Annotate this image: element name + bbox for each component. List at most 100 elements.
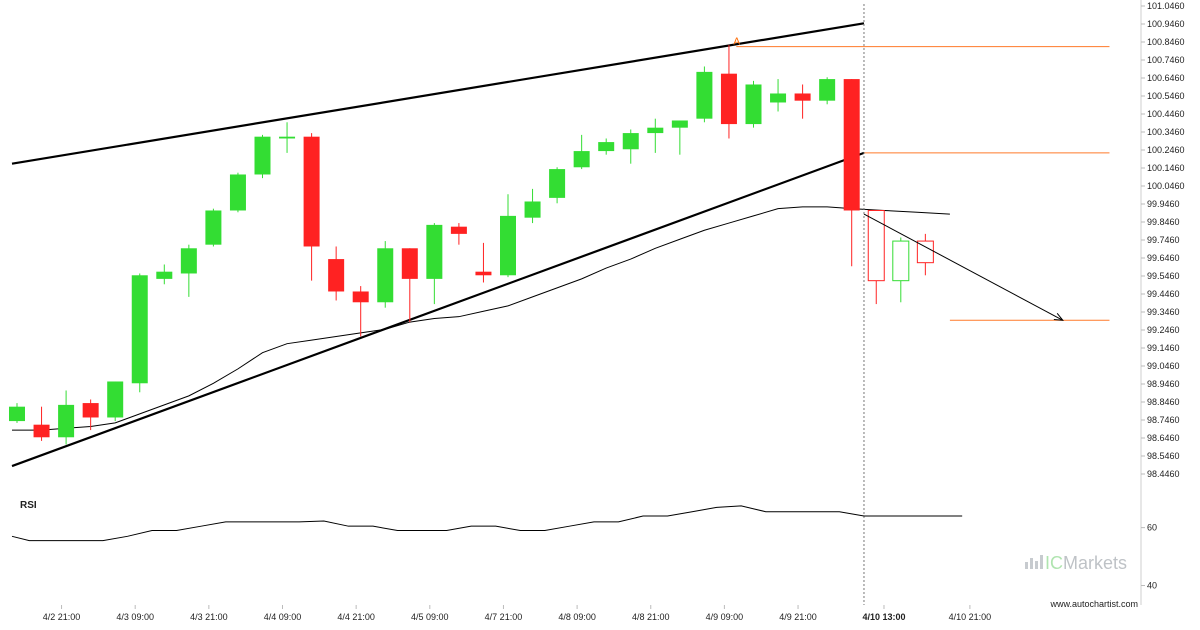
channel-lower-line — [11, 151, 865, 468]
candle-body — [598, 142, 615, 152]
rsi-axis-ticks: 60 40 — [1141, 523, 1157, 591]
x-tick-label: 4/9 09:00 — [706, 612, 744, 622]
x-axis-ticks: 4/2 21:00 4/3 09:00 4/3 21:00 4/4 09:00 4/4 … — [43, 605, 991, 622]
y-tick-label: 98.4460 — [1147, 469, 1180, 479]
candle-body — [254, 136, 271, 175]
forecast-candle-body — [867, 209, 885, 282]
candle-body — [500, 215, 516, 276]
y-tick-label: 99.6460 — [1147, 253, 1180, 263]
candle-body — [58, 404, 75, 438]
moving-average-line — [12, 206, 852, 431]
candle-body — [377, 248, 394, 303]
moving-average — [12, 206, 950, 431]
y-tick-label: 100.4460 — [1147, 109, 1185, 119]
y-tick-label: 100.1460 — [1147, 163, 1185, 173]
y-tick-label: 99.3460 — [1147, 307, 1180, 317]
candle-body — [229, 174, 246, 211]
candle-body — [573, 151, 590, 168]
y-tick-label: 98.9460 — [1147, 379, 1180, 389]
y-tick-label: 100.8460 — [1147, 37, 1185, 47]
y-tick-label: 99.7460 — [1147, 235, 1180, 245]
candle-body — [696, 71, 713, 119]
watermark-brand-dark: Markets — [1063, 553, 1127, 573]
y-tick-label: 98.6460 — [1147, 433, 1180, 443]
y-tick-label: 100.9460 — [1147, 19, 1185, 29]
forecast-arrow-line — [863, 213, 1064, 321]
x-tick-label: 4/9 21:00 — [779, 612, 817, 622]
x-tick-label: 4/8 21:00 — [632, 612, 670, 622]
watermark-brand-light: IC — [1045, 553, 1063, 573]
y-tick-label: 99.9460 — [1147, 199, 1180, 209]
forecast — [863, 209, 1064, 321]
candle-body — [156, 271, 173, 279]
y-tick-label: 100.3460 — [1147, 127, 1185, 137]
y-tick-label: 100.2460 — [1147, 145, 1185, 155]
y-tick-label: 98.7460 — [1147, 415, 1180, 425]
moving-average-extension — [851, 208, 950, 215]
candle-body — [475, 271, 492, 276]
rsi-panel — [11, 505, 963, 542]
candle-body — [720, 73, 737, 125]
channel-upper-line — [11, 22, 865, 165]
candle-body — [303, 136, 320, 247]
y-tick-label: 99.4460 — [1147, 289, 1180, 299]
candle-body — [205, 210, 222, 245]
candle-body — [524, 201, 541, 218]
y-tick-label: 98.8460 — [1147, 397, 1180, 407]
svg-text:ICMarkets: ICMarkets — [1045, 553, 1127, 573]
x-tick-label: 4/8 09:00 — [558, 612, 596, 622]
candle-body — [745, 84, 762, 125]
candle-body — [794, 93, 811, 101]
y-tick-label: 100.6460 — [1147, 73, 1185, 83]
y-tick-label: 99.5460 — [1147, 271, 1180, 281]
candle-body — [82, 403, 99, 418]
watermark-logo: ICMarkets — [1025, 553, 1127, 573]
x-tick-label: 4/4 21:00 — [337, 612, 375, 622]
x-tick-label: 4/10 21:00 — [949, 612, 992, 622]
price-levels — [736, 46, 1110, 321]
candle-body — [647, 127, 664, 134]
y-tick-label: 101.0460 — [1147, 1, 1185, 11]
candle-body — [622, 133, 639, 150]
rsi-label: RSI — [20, 500, 37, 511]
forecast-candle-body — [892, 240, 910, 282]
y-tick-label: 99.1460 — [1147, 343, 1180, 353]
channel-lines — [11, 22, 865, 468]
rsi-tick-label: 60 — [1147, 523, 1157, 533]
candle-body — [33, 424, 50, 438]
x-tick-label: 4/7 21:00 — [485, 612, 523, 622]
rsi-line — [11, 505, 963, 542]
y-tick-label: 99.0460 — [1147, 361, 1180, 371]
candle-body — [770, 93, 787, 103]
candle-body — [131, 275, 148, 384]
candle-body — [843, 79, 860, 211]
x-tick-label: 4/5 09:00 — [411, 612, 449, 622]
rsi-tick-label: 40 — [1147, 581, 1157, 591]
candle-body — [328, 259, 345, 292]
candle-body — [549, 169, 566, 198]
x-tick-label: 4/3 09:00 — [116, 612, 154, 622]
x-tick-label: 4/4 09:00 — [264, 612, 302, 622]
x-tick-label: 4/2 21:00 — [43, 612, 81, 622]
y-tick-label: 98.5460 — [1147, 451, 1180, 461]
candles — [9, 44, 860, 445]
candle-body — [279, 136, 296, 139]
forecast-candle-body — [916, 240, 934, 264]
y-tick-label: 99.8460 — [1147, 217, 1180, 227]
candle-body — [9, 406, 25, 422]
forecast-arrow-head — [1053, 312, 1064, 321]
candle-body — [426, 224, 443, 279]
y-tick-label: 100.7460 — [1147, 55, 1185, 65]
pattern-marker: A — [733, 37, 740, 48]
site-url: www.autochartist.com — [1049, 599, 1138, 609]
candle-body — [180, 248, 197, 274]
candle-body — [401, 248, 418, 279]
candle-body — [671, 120, 688, 128]
candle-body — [107, 381, 124, 418]
x-tick-label: 4/10 13:00 — [862, 612, 905, 622]
candle-body — [819, 79, 836, 101]
candle-body — [450, 226, 467, 234]
y-tick-label: 100.5460 — [1147, 91, 1185, 101]
candle-body — [352, 291, 369, 303]
bar-chart-icon — [1025, 555, 1043, 569]
